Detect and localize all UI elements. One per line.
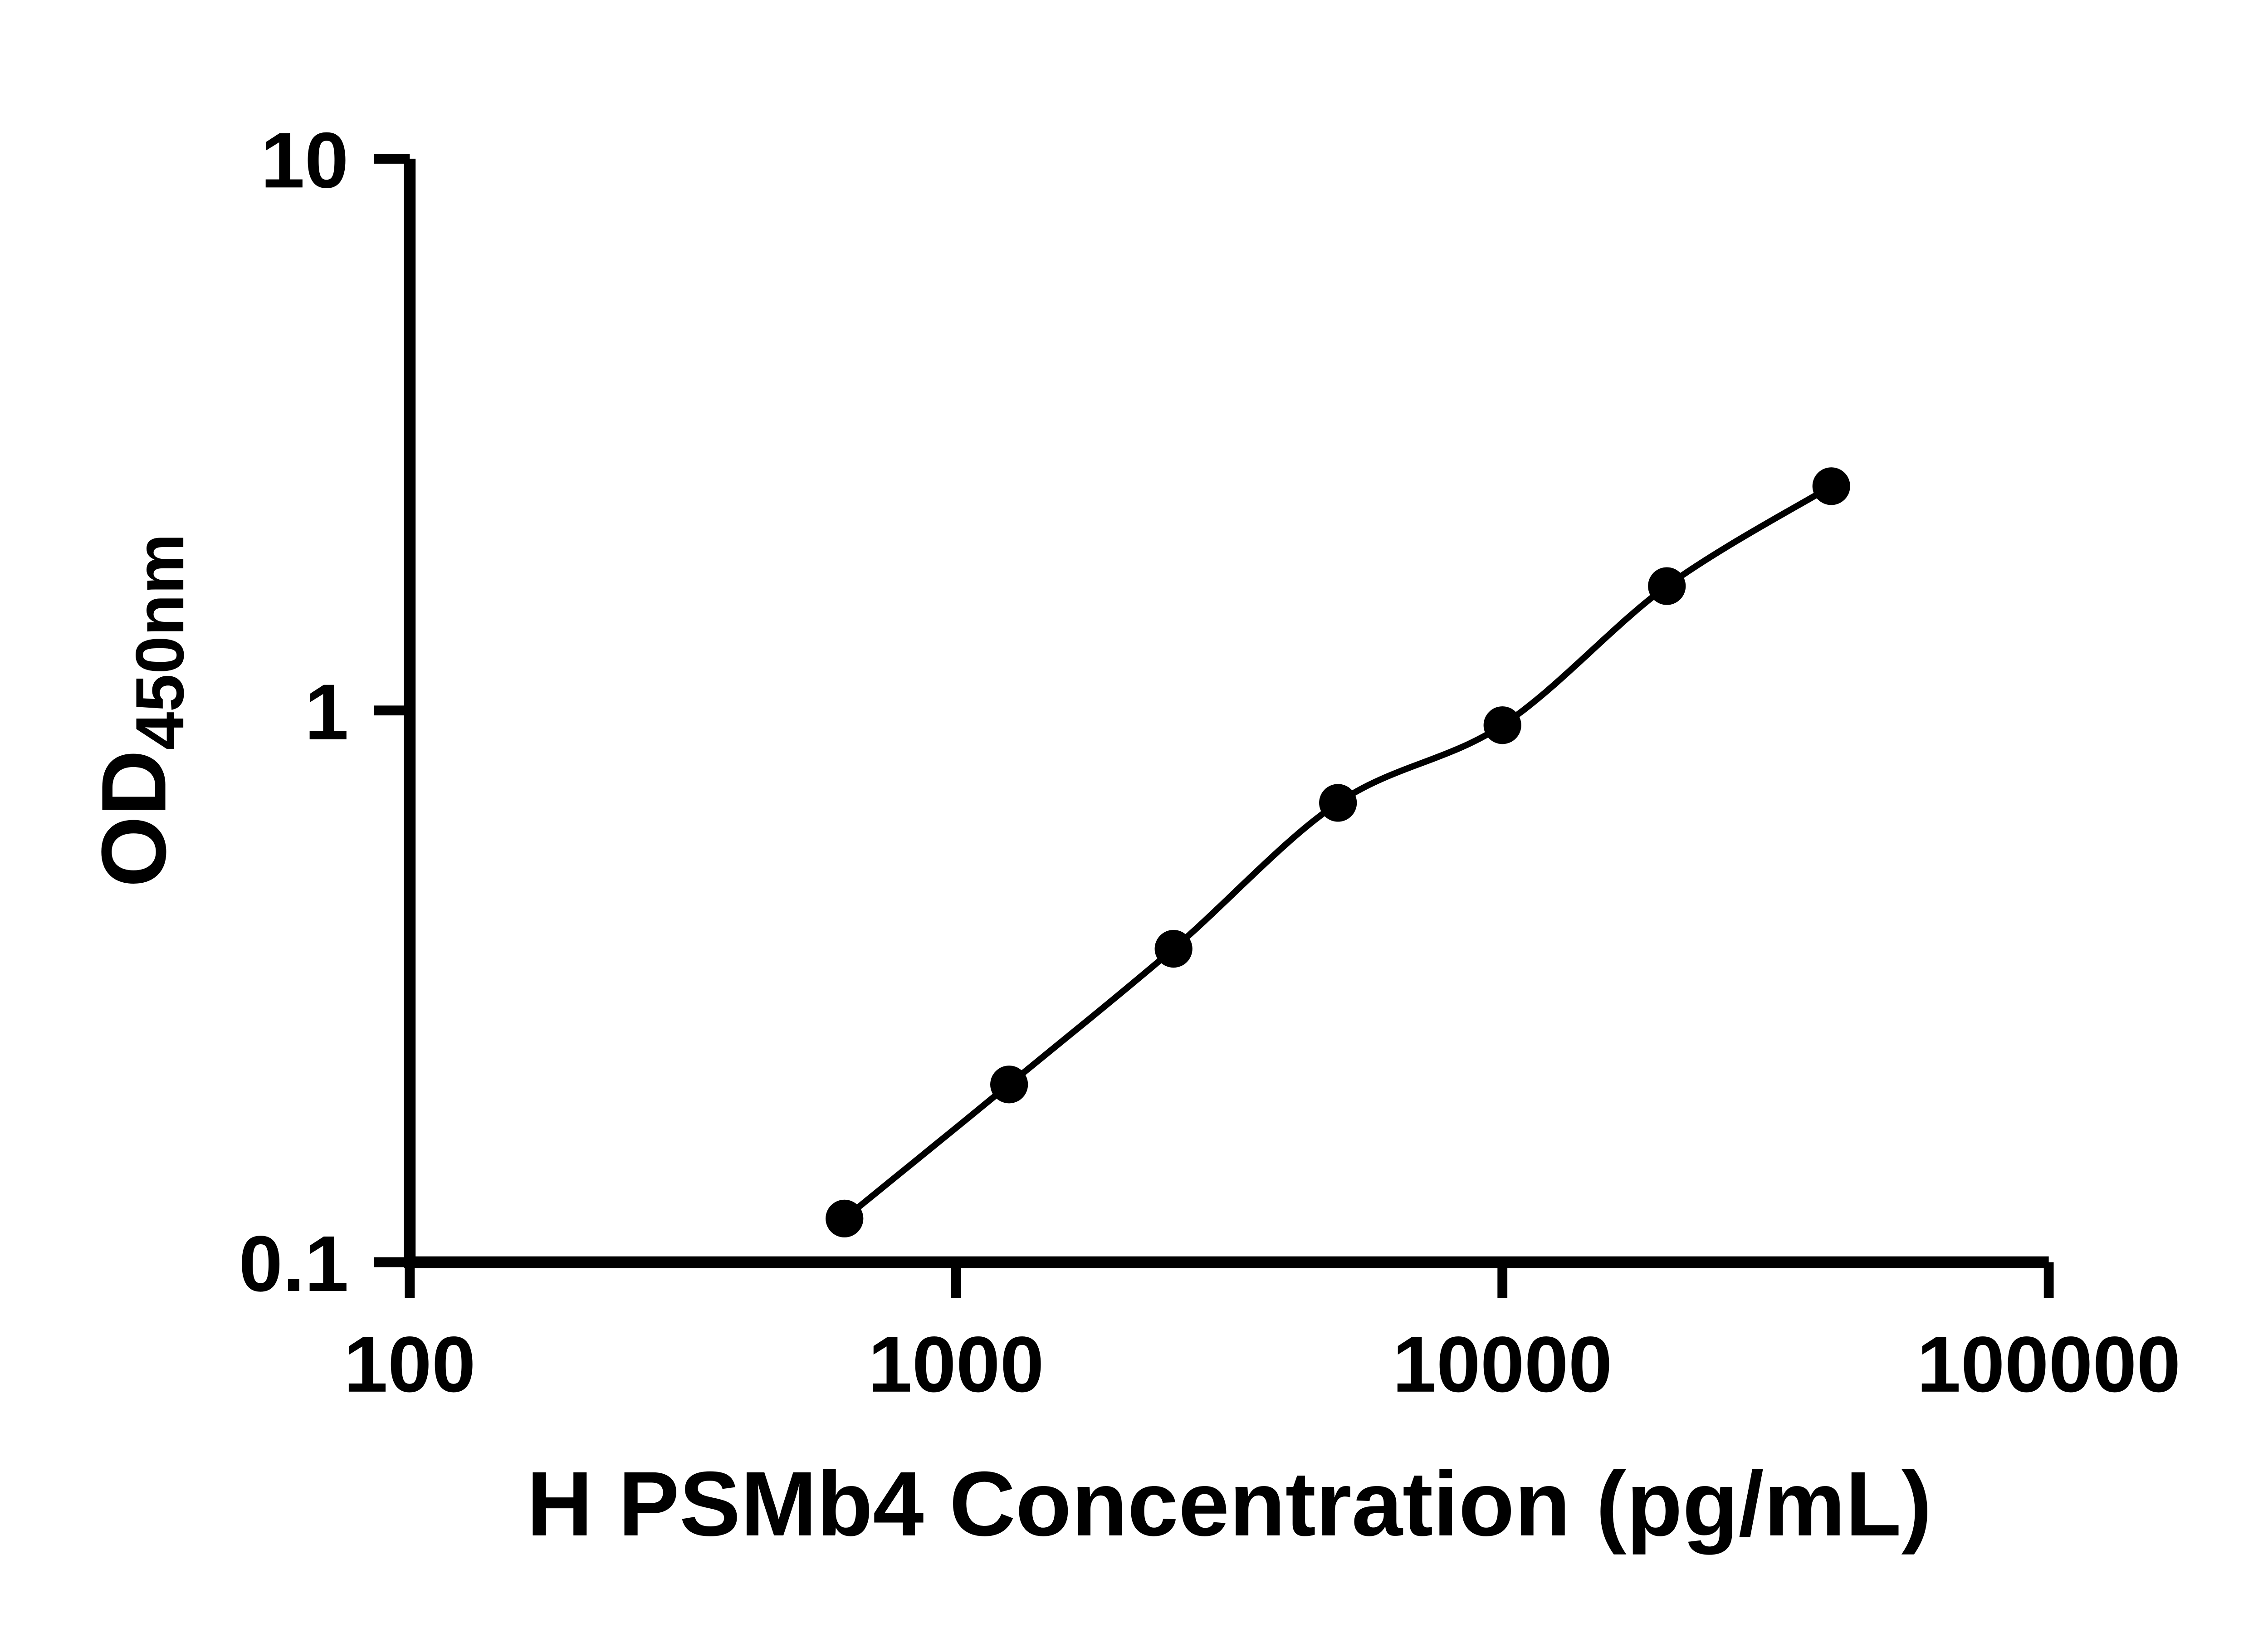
data-point: [1812, 467, 1850, 505]
data-point: [1648, 567, 1686, 605]
y-tick-label: 0.1: [239, 1219, 348, 1308]
data-point: [826, 1199, 864, 1237]
x-tick-label: 10000: [1393, 1320, 1613, 1408]
y-axis-title-subscript: 450nm: [122, 533, 198, 750]
fit-line: [842, 483, 1833, 1221]
y-tick-label: 10: [261, 116, 349, 204]
x-tick-label: 100000: [1917, 1320, 2181, 1408]
y-tick-label: 1: [305, 668, 349, 756]
y-axis-title: OD450nm: [83, 533, 198, 887]
x-axis-title: H PSMb4 Concentration (pg/mL): [527, 1452, 1932, 1555]
data-point: [1483, 706, 1521, 744]
plot-layer: 100 1000 10000 100000 0.1 1 10: [239, 116, 2180, 1408]
data-point: [1154, 930, 1193, 968]
axis-lines: [404, 158, 2049, 1268]
data-point: [990, 1066, 1028, 1104]
data-point: [1319, 784, 1357, 822]
x-tick-label: 1000: [868, 1320, 1044, 1408]
y-axis-title-main: OD: [83, 750, 185, 887]
x-tick-label: 100: [344, 1320, 476, 1408]
